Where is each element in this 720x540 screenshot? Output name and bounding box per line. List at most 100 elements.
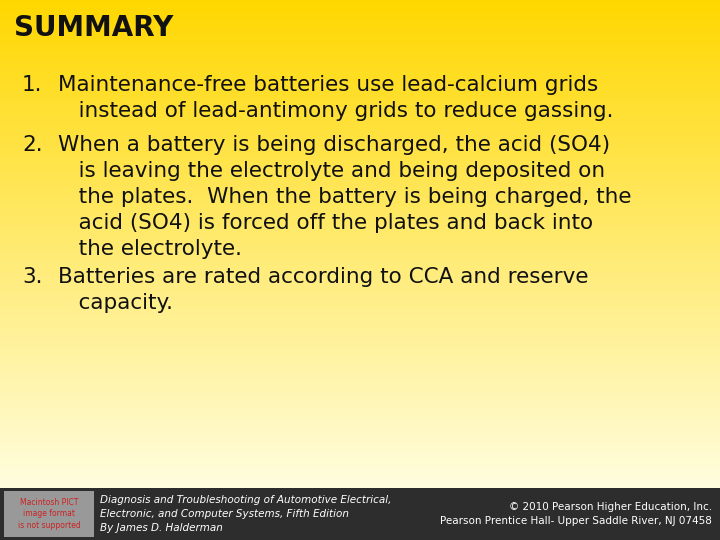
Bar	[0, 278, 720, 280]
Bar	[0, 387, 720, 389]
Bar	[0, 190, 720, 192]
Bar	[0, 78, 720, 80]
Bar	[0, 180, 720, 182]
Bar	[0, 350, 720, 352]
Bar	[0, 485, 720, 487]
Bar	[0, 37, 720, 39]
Bar	[0, 302, 720, 304]
Bar	[0, 449, 720, 450]
Bar	[0, 6, 720, 8]
Bar	[0, 151, 720, 153]
Bar	[0, 63, 720, 65]
Bar	[0, 141, 720, 143]
Bar	[0, 197, 720, 199]
Bar	[0, 328, 720, 330]
Bar	[0, 254, 720, 255]
Bar	[0, 249, 720, 251]
Bar	[0, 458, 720, 460]
Bar	[0, 99, 720, 101]
Bar	[0, 158, 720, 159]
Bar	[0, 289, 720, 291]
Bar	[0, 226, 720, 228]
Bar	[0, 101, 720, 103]
Bar	[0, 314, 720, 315]
Bar	[0, 431, 720, 433]
Bar	[0, 218, 720, 220]
Bar	[0, 45, 720, 47]
Bar	[0, 67, 720, 69]
Bar	[0, 44, 720, 45]
Bar	[0, 420, 720, 421]
Bar	[0, 111, 720, 112]
Bar	[0, 11, 720, 13]
Bar	[0, 119, 720, 120]
Bar	[0, 426, 720, 428]
Bar	[0, 19, 720, 21]
Bar	[0, 107, 720, 109]
Bar	[0, 400, 720, 402]
Bar	[0, 127, 720, 129]
Bar	[0, 163, 720, 164]
Bar	[0, 475, 720, 477]
Bar	[4, 491, 94, 537]
Bar	[0, 39, 720, 40]
Bar	[0, 286, 720, 288]
Bar	[0, 166, 720, 167]
Bar	[0, 221, 720, 223]
Bar	[0, 304, 720, 306]
Bar	[0, 83, 720, 85]
Bar	[0, 154, 720, 156]
Bar	[0, 247, 720, 249]
Bar	[0, 334, 720, 335]
Bar	[0, 135, 720, 137]
Bar	[0, 478, 720, 480]
Bar	[0, 13, 720, 15]
Bar	[0, 187, 720, 188]
Bar	[0, 482, 720, 483]
Bar	[0, 259, 720, 260]
Text: SUMMARY: SUMMARY	[14, 15, 174, 43]
Bar	[0, 360, 720, 361]
Bar	[0, 397, 720, 399]
Bar	[0, 88, 720, 90]
Bar	[0, 323, 720, 325]
Bar	[0, 405, 720, 407]
Bar	[0, 98, 720, 99]
Bar	[0, 208, 720, 210]
Bar	[0, 411, 720, 413]
Bar	[0, 275, 720, 276]
Bar	[0, 2, 720, 3]
Bar	[0, 233, 720, 234]
Bar	[0, 421, 720, 423]
Bar	[0, 49, 720, 50]
Bar	[0, 69, 720, 70]
Bar	[0, 153, 720, 154]
Bar	[0, 8, 720, 10]
Bar	[0, 345, 720, 347]
Bar	[0, 433, 720, 434]
Bar	[0, 176, 720, 177]
Bar	[0, 204, 720, 205]
Bar	[0, 312, 720, 314]
Bar	[0, 315, 720, 317]
Bar	[0, 223, 720, 225]
Bar	[0, 477, 720, 478]
Bar	[0, 36, 720, 37]
Bar	[0, 184, 720, 185]
Bar	[0, 52, 720, 53]
Bar	[0, 0, 720, 2]
Bar	[0, 352, 720, 353]
Bar	[0, 340, 720, 342]
Bar	[0, 332, 720, 334]
Bar	[0, 470, 720, 472]
Bar	[0, 40, 720, 42]
Bar	[0, 444, 720, 446]
Bar	[0, 343, 720, 345]
Bar	[0, 301, 720, 302]
Bar	[0, 244, 720, 246]
Bar	[0, 465, 720, 467]
Bar	[0, 293, 720, 294]
Bar	[0, 413, 720, 415]
Bar	[0, 434, 720, 436]
Bar	[0, 394, 720, 395]
